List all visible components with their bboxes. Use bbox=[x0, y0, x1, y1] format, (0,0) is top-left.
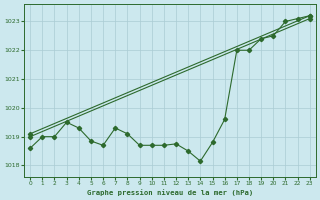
X-axis label: Graphe pression niveau de la mer (hPa): Graphe pression niveau de la mer (hPa) bbox=[87, 189, 253, 196]
